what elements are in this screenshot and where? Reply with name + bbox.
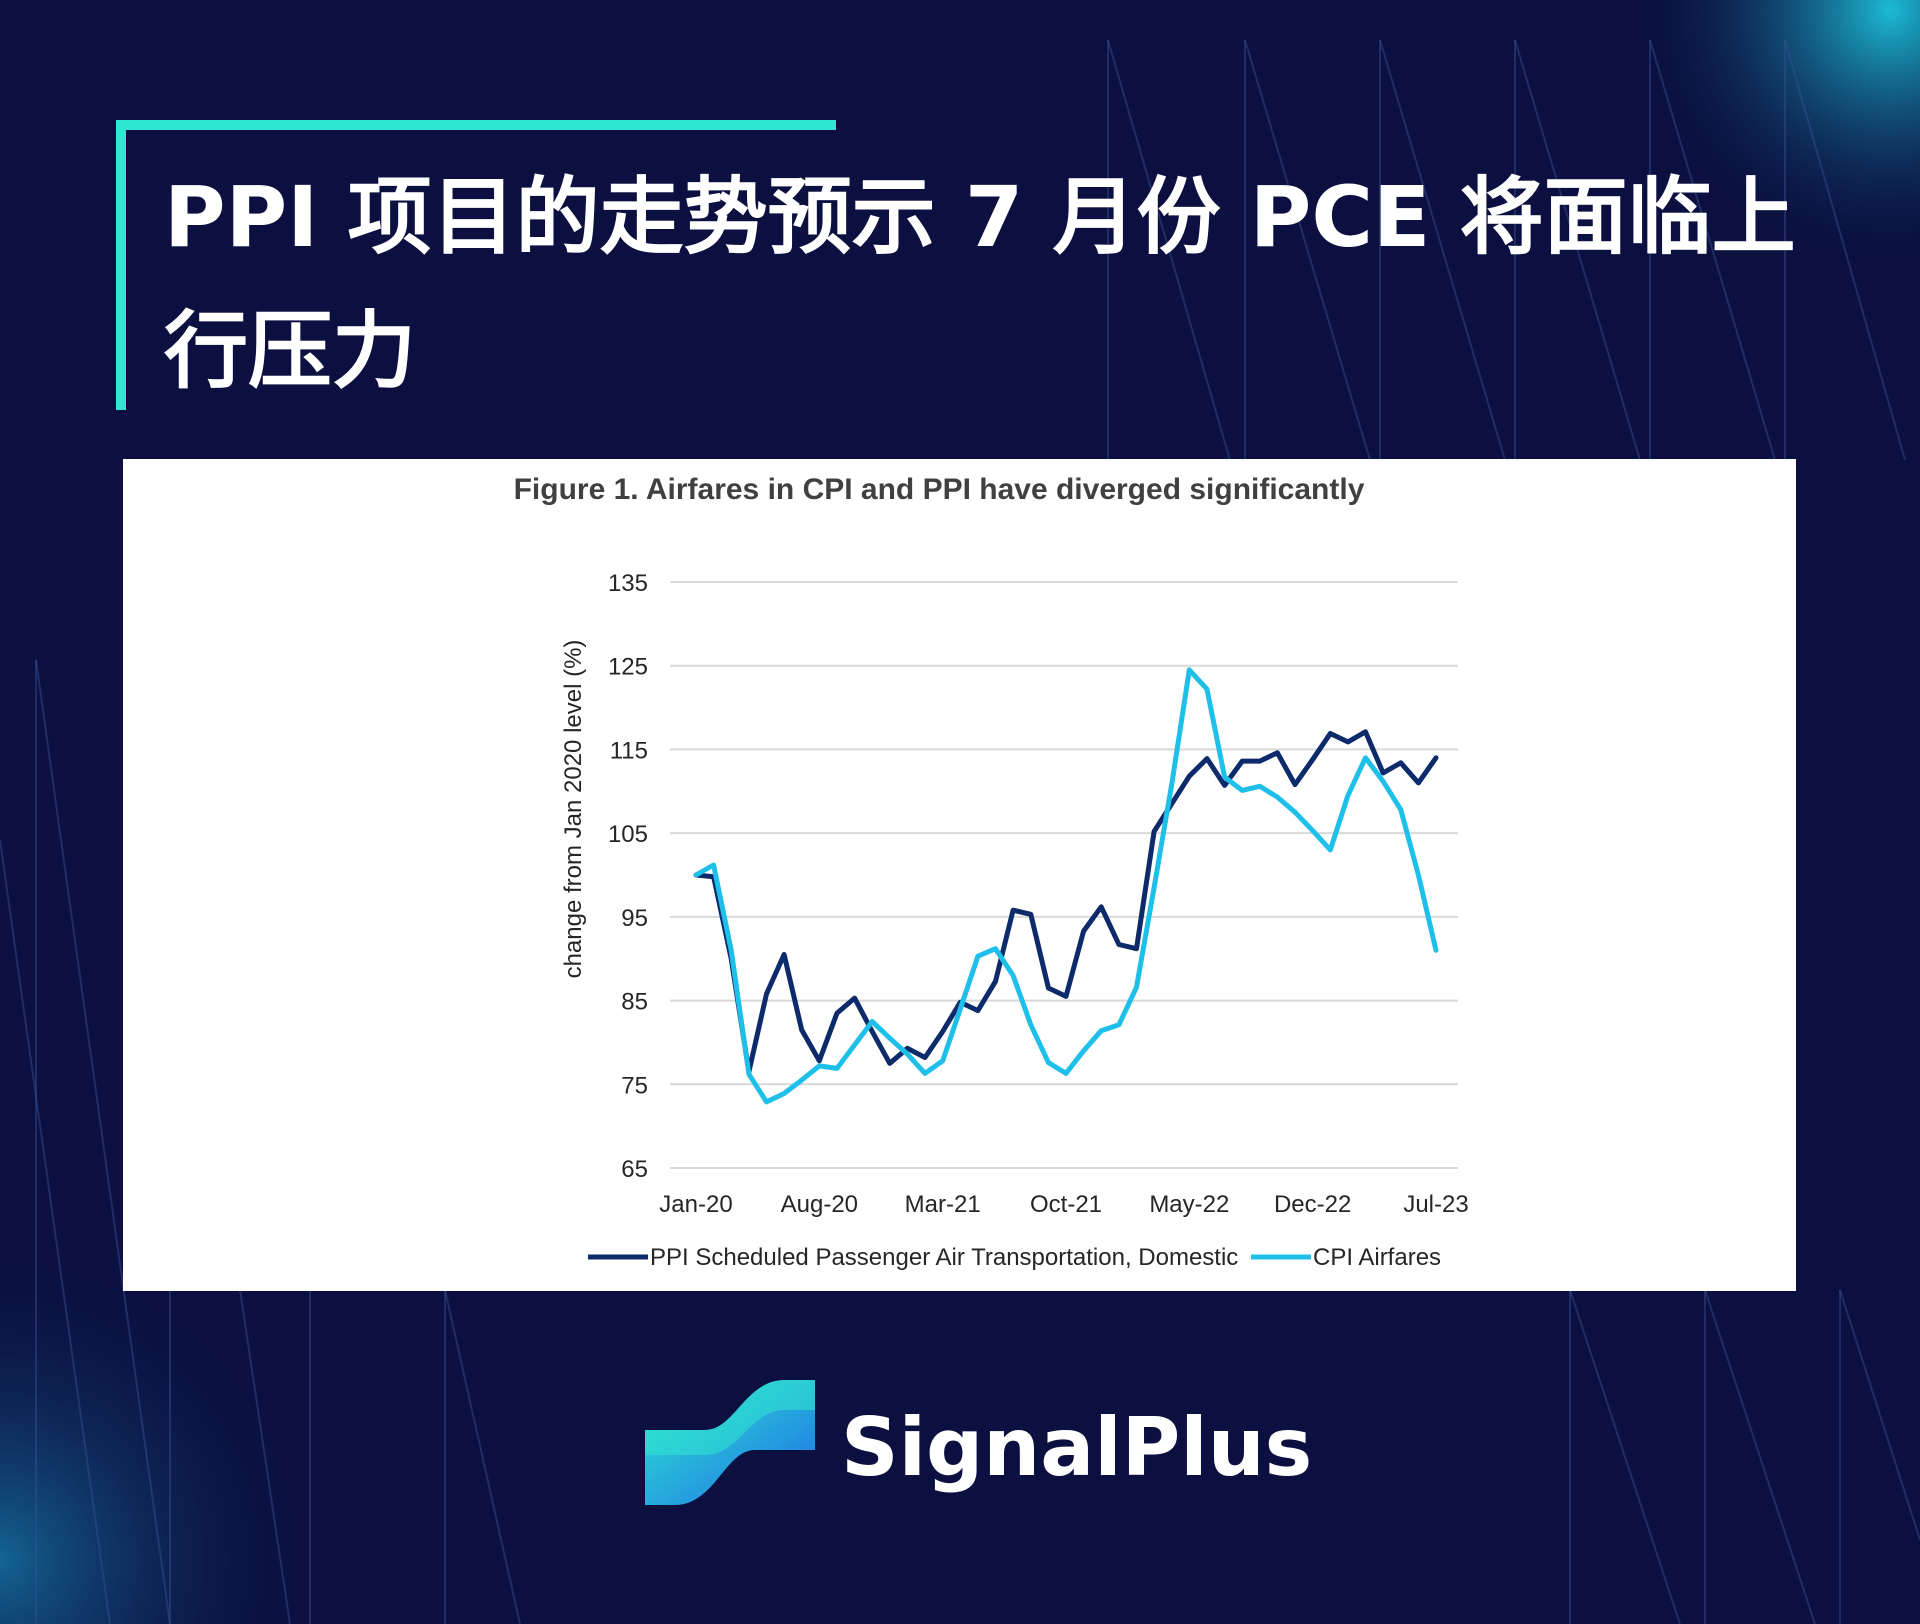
legend-label: CPI Airfares (1313, 1244, 1441, 1271)
legend-label: PPI Scheduled Passenger Air Transportati… (650, 1244, 1238, 1271)
headline-accent-bar-top (116, 120, 836, 130)
x-tick-label: Aug-20 (781, 1191, 858, 1218)
chart-card: Figure 1. Airfares in CPI and PPI have d… (123, 459, 1796, 1291)
legend: PPI Scheduled Passenger Air Transportati… (588, 1244, 1441, 1271)
x-tick-label: Jul-23 (1403, 1191, 1468, 1218)
x-tick-labels: Jan-20 Aug-20 Mar-21 Oct-21 May-22 Dec-22 Jul-… (659, 1191, 1468, 1218)
signalplus-logo-icon (645, 1380, 815, 1505)
x-tick-label: Jan-20 (659, 1191, 732, 1218)
headline-accent-bar-left (116, 120, 126, 410)
y-tick-label: 75 (621, 1072, 648, 1099)
line-chart: Figure 1. Airfares in CPI and PPI have d… (514, 473, 1469, 1271)
series-line-cpi (693, 667, 1439, 1105)
y-tick-label: 65 (621, 1156, 648, 1183)
series-line-ppi (693, 729, 1439, 1075)
brand-name: SignalPlus (841, 1401, 1313, 1494)
y-tick-label: 125 (608, 654, 648, 681)
x-tick-label: Mar-21 (905, 1191, 981, 1218)
y-tick-label: 105 (608, 821, 648, 848)
x-tick-label: Dec-22 (1274, 1191, 1351, 1218)
y-tick-label: 115 (610, 737, 648, 764)
gridlines (670, 581, 1458, 1169)
chart-title: Figure 1. Airfares in CPI and PPI have d… (514, 473, 1365, 506)
y-axis-label: change from Jan 2020 level (%) (560, 640, 587, 979)
y-tick-label: 135 (608, 570, 648, 597)
y-tick-labels: 135 125 115 105 95 85 75 65 (608, 570, 648, 1183)
series-lines (693, 667, 1439, 1105)
x-tick-label: Oct-21 (1030, 1191, 1102, 1218)
brand-logo: SignalPlus (645, 1380, 1312, 1510)
y-tick-label: 95 (621, 905, 648, 932)
x-tick-label: May-22 (1149, 1191, 1229, 1218)
y-tick-label: 85 (621, 989, 648, 1016)
headline-title: PPI 项目的走势预示 7 月份 PCE 将面临上行压力 (164, 168, 1796, 400)
